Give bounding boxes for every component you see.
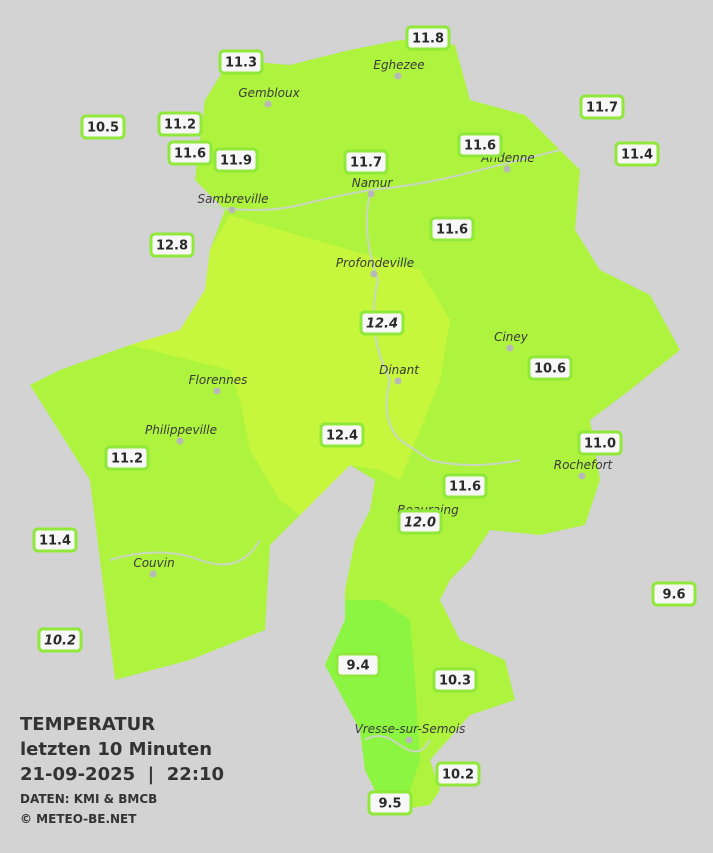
city-dot: [370, 270, 378, 278]
station-value: 9.6: [662, 588, 685, 603]
station-box: [343, 149, 389, 175]
station-value: 11.8: [412, 32, 444, 47]
station-box: [32, 527, 78, 553]
station-box: [37, 627, 83, 653]
station-box: [367, 790, 413, 816]
city-dot: [213, 387, 221, 395]
station-box: [432, 667, 478, 693]
legend-subtitle: letzten 10 Minuten: [20, 739, 212, 760]
station-value: 11.6: [436, 223, 468, 238]
city-dot: [506, 344, 514, 352]
city-label: Namur: [352, 176, 394, 190]
station-value: 10.6: [534, 362, 566, 377]
station-value: 9.5: [378, 797, 401, 812]
legend-source: DATEN: KMI & BMCB: [20, 792, 157, 806]
city-dot: [264, 100, 272, 108]
station-box: [435, 761, 481, 787]
station-value: 11.4: [39, 534, 71, 549]
station-box: [335, 652, 381, 678]
city-dot: [503, 165, 511, 173]
city-label: Sambreville: [197, 192, 268, 206]
station-value: 12.8: [156, 239, 188, 254]
legend: TEMPERATUR letzten 10 Minuten 21-09-2025…: [20, 714, 224, 826]
station-value: 11.6: [464, 139, 496, 154]
station-box: [527, 355, 573, 381]
station-box: [397, 509, 443, 535]
station-box: [218, 49, 264, 75]
station-value: 12.4: [326, 429, 358, 444]
legend-title: TEMPERATUR: [20, 714, 155, 735]
station-box: [429, 216, 475, 242]
station-value: 9.4: [346, 659, 369, 674]
station-value: 11.7: [586, 101, 618, 116]
station-box: [157, 111, 203, 137]
station-box: [167, 140, 213, 166]
station-value: 12.4: [366, 317, 398, 332]
city-label: Philippeville: [145, 423, 217, 437]
station-box: [149, 232, 195, 258]
city-label: Ciney: [494, 330, 529, 344]
station-box: [579, 94, 625, 120]
warm-zone: [130, 215, 450, 515]
city-dot: [405, 736, 413, 744]
river: [109, 149, 561, 753]
station-box: [457, 132, 503, 158]
station-box: [104, 445, 150, 471]
legend-datetime: 21-09-2025 | 22:10: [20, 764, 224, 785]
city-dot: [176, 437, 184, 445]
station-box: [651, 581, 697, 607]
station-value: 11.2: [111, 452, 143, 467]
station-value: 10.3: [439, 674, 471, 689]
station-value: 11.6: [449, 480, 481, 495]
city-dot: [394, 72, 402, 80]
station-box: [405, 25, 451, 51]
city-dot: [394, 377, 402, 385]
city-label: Dinant: [379, 363, 420, 377]
city-dot: [149, 570, 157, 578]
city-label: Couvin: [133, 556, 174, 570]
station-value: 11.7: [350, 156, 382, 171]
station-box: [442, 473, 488, 499]
station-value: 10.2: [442, 768, 474, 783]
station-box: [80, 114, 126, 140]
station-value: 11.4: [621, 148, 653, 163]
city-label: Rochefort: [554, 458, 614, 472]
station-box: [614, 141, 660, 167]
station-box: [359, 310, 405, 336]
station-value: 11.0: [584, 437, 616, 452]
station-value: 12.0: [404, 516, 436, 531]
city-label: Eghezee: [373, 58, 424, 72]
station-value: 11.2: [164, 118, 196, 133]
station-value: 11.9: [220, 154, 252, 169]
station-value: 10.5: [87, 121, 119, 136]
city-dot: [367, 190, 375, 198]
station-value: 11.6: [174, 147, 206, 162]
city-label: Gembloux: [238, 86, 300, 100]
station-value: 11.3: [225, 56, 257, 71]
city-dot: [578, 472, 586, 480]
station-box: [213, 147, 259, 173]
city-label: Profondeville: [336, 256, 414, 270]
legend-copyright: © METEO-BE.NET: [20, 812, 137, 826]
station-value: 10.2: [44, 634, 76, 649]
city-dot: [228, 206, 236, 214]
station-box: [319, 422, 365, 448]
station-box: [577, 430, 623, 456]
city-label: Florennes: [189, 373, 248, 387]
city-label: Vresse-sur-Semois: [355, 722, 466, 736]
